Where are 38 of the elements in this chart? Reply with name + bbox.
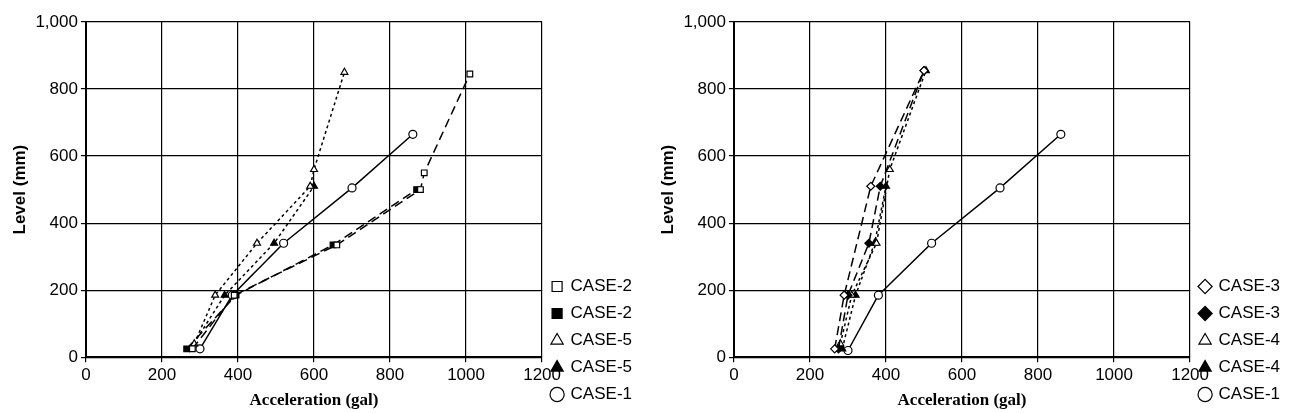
y-tick-label: 200 [697,279,726,299]
legend-label: CASE-4 [1218,330,1281,350]
y-axis-title: Level (mm) [657,144,677,235]
y-tick-label: 400 [697,212,726,232]
x-tick-label: 200 [147,365,177,385]
y-tick-label: 0 [716,346,726,366]
x-tick-label: 600 [299,365,329,385]
y-tick-label: 800 [49,78,78,98]
y-tick-label: 0 [68,346,78,366]
x-axis-title: Acceleration (gal) [249,390,379,410]
x-tick-label: 0 [81,365,91,385]
x-tick-label: 200 [795,365,825,385]
legend-label: CASE-1 [1218,384,1281,404]
y-tick-label: 400 [49,212,78,232]
x-tick-label: 400 [871,365,901,385]
x-tick-label: 0 [729,365,739,385]
legend-label: CASE-5 [570,357,633,377]
x-tick-label: 800 [1023,365,1053,385]
legend-label: CASE-4 [1218,357,1281,377]
y-tick-label: 800 [697,78,726,98]
legend-label: CASE-2 [570,303,633,323]
legend-label: CASE-3 [1218,303,1281,323]
y-tick-label: 200 [49,279,78,299]
y-tick-label: 600 [49,145,78,165]
x-tick-label: 1000 [1095,365,1133,385]
x-axis-title: Acceleration (gal) [897,390,1027,410]
y-tick-label: 1,000 [683,11,726,31]
legend-label: CASE-1 [570,384,633,404]
x-tick-label: 800 [375,365,405,385]
legend-label: CASE-2 [570,276,633,296]
x-tick-label: 600 [947,365,977,385]
x-tick-label: 400 [223,365,253,385]
y-axis-title: Level (mm) [9,144,29,235]
y-tick-label: 600 [697,145,726,165]
legend-label: CASE-5 [570,330,633,350]
legend-label: CASE-3 [1218,276,1281,296]
x-tick-label: 1000 [447,365,485,385]
y-tick-label: 1,000 [35,11,78,31]
